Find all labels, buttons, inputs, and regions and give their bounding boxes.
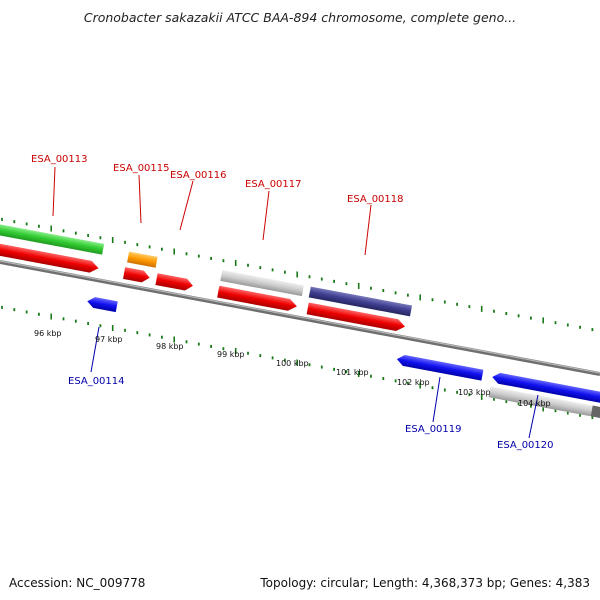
gc-dash-track-outer <box>1 217 594 332</box>
cds-arrow-ESA-00114[interactable] <box>86 296 118 313</box>
cds-arrow-ESA-00120[interactable] <box>491 372 600 404</box>
reverse-features <box>86 296 600 420</box>
tick-label-104: 104 kbp <box>518 399 551 408</box>
tick-label-103: 103 kbp <box>458 388 491 397</box>
forward-leader-lines <box>52 166 372 256</box>
tick-label-98: 98 kbp <box>156 342 184 351</box>
gene-label-ESA-00118[interactable]: ESA_00118 <box>347 194 404 205</box>
gene-orange-feature[interactable] <box>127 251 158 268</box>
gene-grey-feature-reverse[interactable] <box>488 386 593 417</box>
reverse-leader-lines <box>90 326 539 439</box>
gene-label-ESA-00114[interactable]: ESA_00114 <box>68 376 125 387</box>
cds-arrow-ESA-00115[interactable] <box>122 267 151 284</box>
tick-label-97: 97 kbp <box>95 335 123 344</box>
cds-arrow-ESA-00113[interactable] <box>0 240 100 275</box>
gene-label-ESA-00119[interactable]: ESA_00119 <box>405 424 462 435</box>
gene-dark-feature-reverse[interactable] <box>590 405 600 420</box>
forward-features <box>0 221 413 332</box>
backbone <box>0 260 600 376</box>
tick-label-101: 101 kbp <box>336 368 369 377</box>
gene-label-ESA-00116[interactable]: ESA_00116 <box>170 170 227 181</box>
accession-text: Accession: NC_009778 <box>9 576 146 590</box>
cds-arrow-ESA-00117[interactable] <box>217 285 298 313</box>
gene-label-ESA-00117[interactable]: ESA_00117 <box>245 179 302 190</box>
map-title: Cronobacter sakazakii ATCC BAA-894 chrom… <box>83 10 517 25</box>
axis-tick-labels: 96 kbp 97 kbp 98 kbp 99 kbp 100 kbp 101 … <box>34 329 551 408</box>
gene-grey-feature[interactable] <box>220 270 304 297</box>
gene-purple-feature[interactable] <box>308 286 413 317</box>
gene-label-ESA-00113[interactable]: ESA_00113 <box>31 154 88 165</box>
tick-label-102: 102 kbp <box>397 378 430 387</box>
gene-label-ESA-00115[interactable]: ESA_00115 <box>113 163 170 174</box>
tick-label-96: 96 kbp <box>34 329 62 338</box>
cds-arrow-ESA-00119[interactable] <box>396 354 484 381</box>
cds-arrow-ESA-00116[interactable] <box>155 273 194 292</box>
tick-label-100: 100 kbp <box>276 359 309 368</box>
cds-arrow-ESA-00118[interactable] <box>306 302 407 332</box>
topology-summary: Topology: circular; Length: 4,368,373 bp… <box>260 576 590 590</box>
tick-label-99: 99 kbp <box>217 350 245 359</box>
gene-label-ESA-00120[interactable]: ESA_00120 <box>497 440 554 451</box>
gene-green-feature[interactable] <box>0 221 105 255</box>
forward-gene-labels: ESA_00113 ESA_00115 ESA_00116 ESA_00117 … <box>31 154 404 205</box>
reverse-gene-labels: ESA_00114 ESA_00119 ESA_00120 <box>68 376 554 451</box>
